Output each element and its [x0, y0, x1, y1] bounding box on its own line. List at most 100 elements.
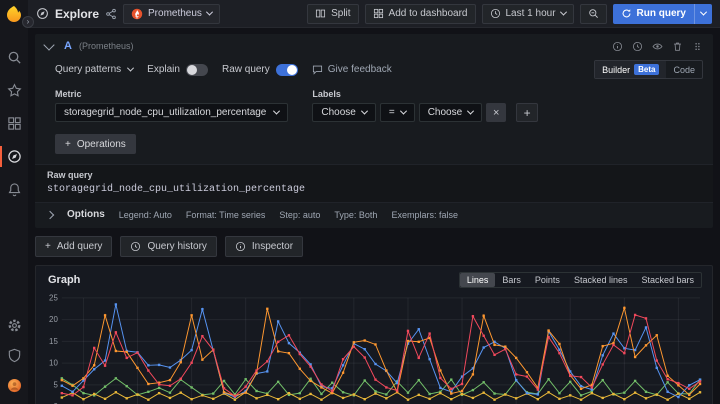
- zoom-out-time-button[interactable]: [579, 3, 607, 24]
- labels-row: Choose = Choose ×: [312, 103, 539, 122]
- compass-icon: [7, 150, 21, 163]
- builder-label: Builder: [602, 64, 631, 75]
- remove-label-button[interactable]: ×: [486, 103, 507, 122]
- sidebar-item-explore[interactable]: [0, 140, 28, 173]
- info-icon: [235, 241, 245, 252]
- raw-query-toggle-wrap: Raw query: [222, 63, 298, 76]
- sidebar-item-starred[interactable]: [0, 74, 28, 107]
- time-range-picker[interactable]: Last 1 hour: [481, 3, 574, 24]
- code-mode-option[interactable]: Code: [666, 62, 702, 78]
- graph-svg[interactable]: 051015202515:5015:5516:0016:0516:1016:15…: [42, 292, 706, 404]
- dashboard-grid-icon: [373, 8, 383, 19]
- clock-icon: [490, 8, 500, 19]
- datasource-picker[interactable]: Prometheus: [123, 3, 220, 24]
- metric-select[interactable]: storagegrid_node_cpu_utilization_percent…: [55, 103, 289, 122]
- query-history-button[interactable]: Query history: [120, 236, 217, 257]
- add-to-dashboard-button[interactable]: Add to dashboard: [364, 3, 476, 24]
- options-row: Options Legend: Auto Format: Time series…: [35, 203, 713, 228]
- comment-icon: [312, 65, 322, 75]
- svg-text:25: 25: [49, 293, 58, 302]
- run-query-button[interactable]: Run query: [612, 3, 712, 24]
- zoom-out-icon: [588, 9, 598, 18]
- raw-query-value: storagegrid_node_cpu_utilization_percent…: [47, 184, 306, 195]
- datasource-name: Prometheus: [148, 8, 202, 19]
- graph-mode-lines[interactable]: Lines: [459, 273, 496, 287]
- chevron-down-icon: [559, 8, 567, 16]
- sidebar-item-configuration[interactable]: [0, 310, 28, 340]
- add-label-button[interactable]: +: [516, 103, 539, 122]
- history-icon[interactable]: [632, 41, 643, 52]
- inspector-button[interactable]: Inspector: [224, 236, 304, 257]
- split-button[interactable]: Split: [307, 3, 359, 24]
- info-icon[interactable]: [612, 41, 623, 52]
- chevron-down-icon: [399, 107, 407, 115]
- sidebar-item-alerting[interactable]: [0, 173, 28, 206]
- chevron-down-icon: [127, 64, 135, 72]
- bell-icon: [8, 183, 20, 197]
- graph-panel-title: Graph: [48, 274, 81, 286]
- dashboards-grid-icon: [7, 117, 21, 130]
- sidebar-item-search[interactable]: [0, 41, 28, 74]
- options-step: Step: auto: [279, 209, 321, 220]
- graph-mode-points[interactable]: Points: [534, 275, 560, 285]
- code-label: Code: [673, 64, 695, 75]
- svg-text:15: 15: [49, 337, 58, 346]
- label-value-value: Choose: [427, 107, 463, 118]
- options-label[interactable]: Options: [67, 209, 105, 220]
- explain-toggle[interactable]: [185, 63, 208, 76]
- content: A (Prometheus) Query patterns: [28, 28, 720, 404]
- user-avatar: [7, 378, 21, 392]
- label-operator-select[interactable]: =: [379, 103, 415, 122]
- options-legend: Legend: Auto: [118, 209, 172, 220]
- metric-value: storagegrid_node_cpu_utilization_percent…: [64, 107, 267, 118]
- graph-mode-stacked-lines[interactable]: Stacked lines: [573, 275, 628, 285]
- explore-compass-icon: [37, 8, 48, 19]
- sidebar-item-admin[interactable]: [0, 340, 28, 370]
- sidebar-bottom: [0, 310, 28, 400]
- svg-text:5: 5: [53, 380, 58, 389]
- graph-panel-header: Graph Lines Bars Points Stacked lines St…: [42, 270, 706, 292]
- operations-label: Operations: [76, 138, 126, 150]
- time-range-label: Last 1 hour: [505, 8, 556, 19]
- metric-field: Metric storagegrid_node_cpu_utilization_…: [55, 89, 289, 122]
- builder-mode-option[interactable]: Builder Beta: [595, 61, 667, 78]
- raw-query-toggle[interactable]: [275, 63, 298, 76]
- add-query-button[interactable]: + Add query: [35, 236, 113, 257]
- sidebar-nav: [0, 41, 28, 206]
- editor-mode-switch: Builder Beta Code: [594, 60, 703, 79]
- operations-row: + Operations: [35, 130, 713, 164]
- svg-text:0: 0: [53, 402, 58, 404]
- sidebar-expand-button[interactable]: ›: [22, 16, 34, 28]
- star-icon: [6, 83, 22, 97]
- grafana-logo[interactable]: [5, 5, 23, 23]
- sidebar-item-profile[interactable]: [0, 370, 28, 400]
- query-patterns-dropdown[interactable]: Query patterns: [55, 64, 135, 75]
- collapse-query-icon[interactable]: [43, 38, 55, 51]
- label-name-select[interactable]: Choose: [312, 103, 376, 122]
- page-title: Explore: [55, 6, 100, 21]
- give-feedback-label: Give feedback: [327, 64, 392, 75]
- run-query-caret[interactable]: [694, 3, 712, 24]
- query-history-label: Query history: [147, 241, 207, 252]
- eye-icon[interactable]: [652, 41, 663, 52]
- operations-button[interactable]: + Operations: [55, 134, 136, 154]
- label-operator-value: =: [388, 107, 395, 118]
- label-value-select[interactable]: Choose: [418, 103, 483, 122]
- query-editor-card: A (Prometheus) Query patterns: [35, 34, 713, 228]
- options-expand-icon[interactable]: [45, 210, 55, 219]
- sidebar-item-dashboards[interactable]: [0, 107, 28, 140]
- trash-icon[interactable]: [672, 41, 683, 52]
- graph-mode-stacked-bars[interactable]: Stacked bars: [641, 275, 694, 285]
- options-format: Format: Time series: [185, 209, 266, 220]
- run-query-label: Run query: [636, 8, 686, 19]
- drag-handle-icon[interactable]: [692, 41, 703, 52]
- chevron-down-icon: [205, 8, 213, 16]
- query-ref-id[interactable]: A: [64, 40, 72, 52]
- history-icon: [131, 241, 141, 252]
- graph-panel: Graph Lines Bars Points Stacked lines St…: [35, 265, 713, 404]
- query-row-actions: [612, 41, 703, 52]
- graph-mode-bars[interactable]: Bars: [502, 275, 521, 285]
- give-feedback-link[interactable]: Give feedback: [312, 64, 392, 75]
- plus-icon: +: [65, 138, 71, 150]
- share-icon[interactable]: [105, 8, 117, 20]
